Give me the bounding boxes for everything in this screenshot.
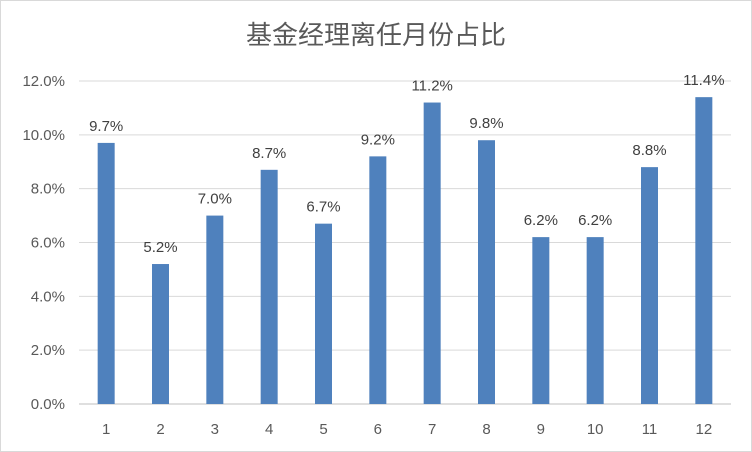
data-label: 9.2% — [361, 131, 395, 148]
x-tick-label: 6 — [374, 421, 382, 438]
data-label: 8.7% — [252, 145, 286, 162]
data-label: 5.2% — [143, 239, 177, 256]
bar — [532, 237, 550, 404]
data-label: 9.7% — [89, 118, 123, 135]
x-tick-label: 1 — [102, 421, 110, 438]
y-tick-label: 10.0% — [22, 127, 65, 144]
y-tick-label: 12.0% — [22, 73, 65, 90]
bar — [152, 264, 169, 404]
x-tick-label: 2 — [156, 421, 164, 438]
x-tick-label: 7 — [428, 421, 436, 438]
x-tick-label: 11 — [642, 421, 658, 438]
bar — [97, 142, 115, 405]
y-tick-label: 2.0% — [31, 342, 65, 359]
y-tick-label: 4.0% — [31, 288, 65, 305]
bar — [369, 156, 387, 404]
x-tick-label: 4 — [265, 421, 273, 438]
bar — [206, 215, 224, 404]
data-label: 8.8% — [632, 142, 666, 159]
bar — [586, 237, 604, 404]
x-tick-label: 12 — [695, 421, 712, 438]
bar — [260, 169, 278, 404]
data-label: 6.7% — [306, 199, 340, 216]
data-label: 7.0% — [198, 191, 232, 208]
x-tick-label: 10 — [587, 421, 604, 438]
x-tick-label: 5 — [319, 421, 327, 438]
data-label: 11.4% — [683, 72, 724, 89]
data-label: 9.8% — [469, 115, 503, 132]
y-tick-label: 8.0% — [31, 181, 65, 198]
x-tick-label: 8 — [482, 421, 490, 438]
bar — [695, 97, 713, 405]
data-label: 6.2% — [578, 212, 612, 229]
bar — [315, 223, 332, 404]
chart-title: 基金经理离任月份占比 — [245, 21, 506, 51]
x-tick-label: 3 — [211, 421, 219, 438]
x-tick-label: 9 — [537, 421, 545, 438]
data-label: 11.2% — [411, 78, 452, 95]
y-tick-label: 6.0% — [31, 235, 65, 252]
y-tick-label: 0.0% — [31, 396, 65, 413]
bar — [478, 140, 495, 404]
bar — [423, 102, 441, 405]
bar — [641, 167, 658, 404]
data-label: 6.2% — [524, 212, 558, 229]
